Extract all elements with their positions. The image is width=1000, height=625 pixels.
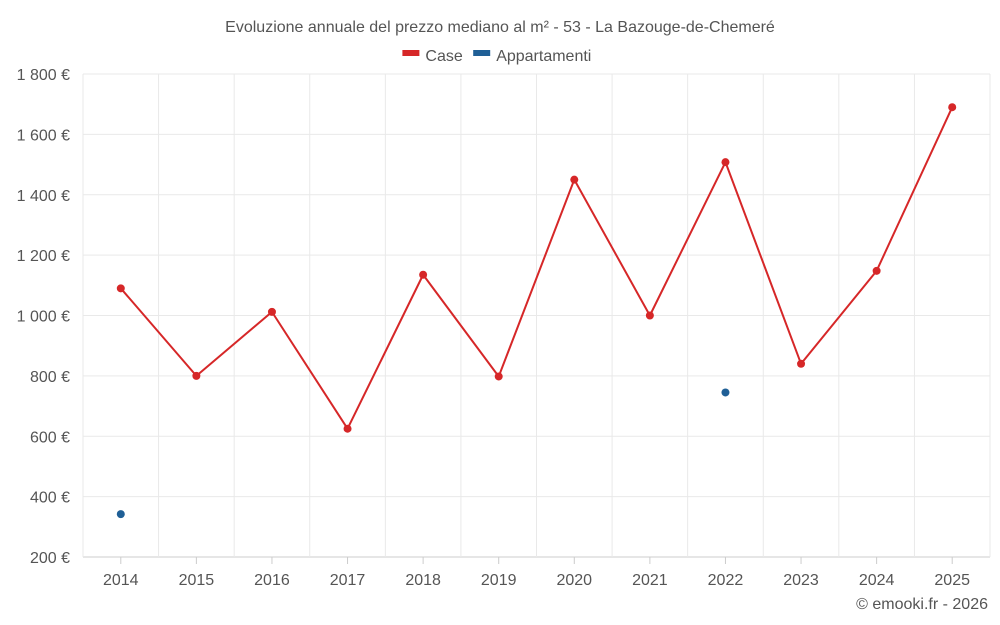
data-point-case[interactable] xyxy=(872,266,881,275)
data-point-case[interactable] xyxy=(343,424,352,433)
data-point-case[interactable] xyxy=(645,311,654,320)
legend-label: Case xyxy=(425,48,462,65)
credit-text: © emooki.fr - 2026 xyxy=(856,596,988,613)
x-tick-label: 2022 xyxy=(708,572,744,589)
data-point-case[interactable] xyxy=(116,284,125,293)
data-point-appartamenti[interactable] xyxy=(116,510,125,519)
y-tick-label: 1 800 € xyxy=(17,67,70,84)
x-tick-label: 2021 xyxy=(632,572,668,589)
x-tick-label: 2025 xyxy=(934,572,970,589)
y-tick-label: 1 600 € xyxy=(17,127,70,144)
y-tick-label: 1 400 € xyxy=(17,188,70,205)
y-axis: 200 € 400 € 600 € 800 € 1 000 € 1 200 € 1 400 … xyxy=(17,67,70,567)
x-tick-label: 2024 xyxy=(859,572,895,589)
legend-label: Appartamenti xyxy=(496,48,591,65)
data-point-case[interactable] xyxy=(797,359,806,368)
series-line-case xyxy=(120,106,954,430)
y-tick-label: 800 € xyxy=(30,369,70,386)
x-axis: 2014 2015 2016 2017 2018 2019 2020 2021 2022 2023… xyxy=(103,557,970,589)
x-tick-label: 2016 xyxy=(254,572,290,589)
data-point-case[interactable] xyxy=(267,307,276,316)
y-tick-label: 1 000 € xyxy=(17,309,70,326)
y-tick-label: 400 € xyxy=(30,490,70,507)
legend-item-appartamenti[interactable]: Appartamenti xyxy=(473,48,591,65)
data-point-case[interactable] xyxy=(419,270,428,279)
data-point-case[interactable] xyxy=(570,175,579,184)
grid xyxy=(82,73,991,558)
x-tick-label: 2015 xyxy=(179,572,215,589)
data-point-appartamenti[interactable] xyxy=(721,388,730,397)
data-point-case[interactable] xyxy=(192,371,201,380)
y-tick-label: 1 200 € xyxy=(17,248,70,265)
x-tick-label: 2018 xyxy=(405,572,441,589)
x-tick-label: 2014 xyxy=(103,572,139,589)
x-tick-label: 2023 xyxy=(783,572,819,589)
legend: Case Appartamenti xyxy=(402,48,591,65)
legend-swatch xyxy=(473,50,491,56)
data-point-case[interactable] xyxy=(948,103,957,112)
data-point-case[interactable] xyxy=(721,158,730,167)
data-point-case[interactable] xyxy=(494,372,503,381)
x-tick-label: 2017 xyxy=(330,572,366,589)
x-tick-label: 2019 xyxy=(481,572,517,589)
x-tick-label: 2020 xyxy=(556,572,592,589)
y-tick-label: 200 € xyxy=(30,550,70,567)
series xyxy=(116,103,957,519)
chart-title: Evoluzione annuale del prezzo mediano al… xyxy=(225,19,775,36)
legend-swatch xyxy=(402,50,420,56)
y-tick-label: 600 € xyxy=(30,429,70,446)
legend-item-case[interactable]: Case xyxy=(402,48,463,65)
